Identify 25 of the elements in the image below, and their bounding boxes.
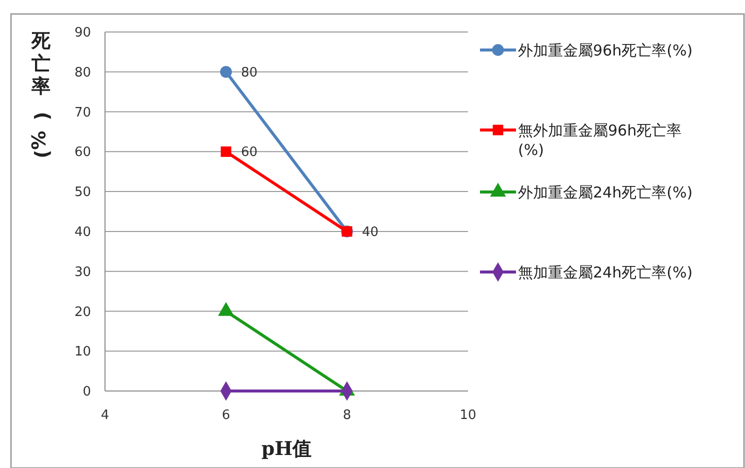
x-axis-title: pH值 <box>261 438 312 460</box>
legend-label: 無加重金屬24h死亡率(%) <box>518 263 693 282</box>
point <box>220 66 232 78</box>
legend-label: 外加重金屬24h死亡率(%) <box>518 183 693 202</box>
y-axis-title: 死亡率(%) <box>26 30 54 158</box>
y-tick-label: 50 <box>74 185 91 200</box>
y-tick-label: 60 <box>74 145 91 160</box>
y-tick-label: 70 <box>74 105 91 120</box>
y-tick-label: 10 <box>74 344 91 360</box>
data-label: 40 <box>362 224 379 240</box>
x-tick-label: 10 <box>460 408 476 423</box>
y-tick-label: 90 <box>74 26 91 41</box>
y-tick-label: 40 <box>74 224 91 240</box>
y-tick-label: 20 <box>74 304 91 320</box>
legend-label: 外加重金屬96h死亡率(%) <box>518 41 693 60</box>
y-tick-label: 80 <box>74 65 91 80</box>
x-tick-label: 8 <box>342 408 352 423</box>
y-tick-label: 0 <box>82 384 91 400</box>
x-tick-label: 4 <box>100 408 110 423</box>
data-label: 80 <box>241 65 258 80</box>
legend-label: 無外加重金屬96h死亡率(%) <box>518 121 682 159</box>
data-label: 60 <box>241 145 258 160</box>
y-tick-label: 30 <box>74 264 91 280</box>
x-tick-label: 6 <box>222 408 230 423</box>
point <box>220 146 232 157</box>
